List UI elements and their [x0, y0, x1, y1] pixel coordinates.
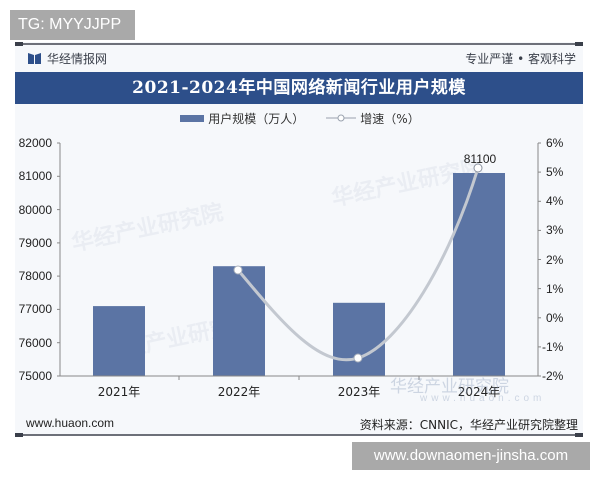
chart-title: 2021-2024年中国网络新闻行业用户规模 [15, 72, 583, 104]
bar-swatch-icon [180, 114, 205, 122]
y-right-tick: 6% [546, 136, 564, 150]
top-divider [15, 42, 583, 46]
y-left-tick: 77000 [19, 302, 53, 316]
legend: 用户规模（万人） 增速（%） [0, 109, 600, 127]
y-left-tick: 76000 [19, 336, 53, 350]
brand-name: 华经情报网 [47, 51, 108, 66]
url-badge: www.downaomen-jinsha.com [352, 442, 590, 470]
x-tick: 2024年 [458, 385, 501, 399]
corner-watermark-url: www.huaon.com [420, 393, 546, 404]
growth-point-2024 [473, 163, 483, 173]
line-marker-icon [326, 114, 357, 122]
right-axis-ticks [538, 142, 541, 377]
y-left-tick: 75000 [19, 369, 53, 383]
x-tick: 2023年 [338, 385, 381, 399]
y-right-tick: 2% [546, 253, 564, 267]
footer-source: 资料来源：CNNIC，华经产业研究院整理 [359, 418, 578, 432]
growth-point-2022 [233, 265, 243, 275]
brand-logo-icon [28, 52, 41, 64]
y-right-tick: 3% [546, 223, 564, 237]
bar-2023 [333, 302, 385, 376]
left-axis-ticks [57, 142, 60, 377]
footer-website: www.huaon.com [26, 416, 115, 430]
y-right-tick: 4% [546, 194, 564, 208]
bar-2021 [93, 306, 145, 376]
legend-item-growth: 增速（%） [326, 110, 420, 127]
bar-2024 [453, 173, 505, 376]
bar-series [93, 173, 505, 376]
y-left-tick: 81000 [19, 169, 53, 183]
y-right-tick: 0% [546, 311, 564, 325]
bar-2022 [213, 266, 265, 376]
corner-watermark: 华经产业研究院 [390, 377, 509, 397]
x-tick: 2021年 [98, 385, 141, 399]
y-right-tick: 1% [546, 282, 564, 296]
bottom-divider [15, 433, 583, 437]
legend-label-growth: 增速（%） [360, 111, 420, 126]
brand: 华经情报网 [28, 50, 107, 66]
data-label-2024: 81100 [464, 152, 497, 166]
tg-badge: TG: MYYJJPP [10, 10, 135, 40]
y-right-tick: 5% [546, 165, 564, 179]
y-right-tick: -2% [542, 369, 564, 383]
growth-point-2023 [353, 353, 363, 363]
y-left-tick: 80000 [19, 203, 53, 217]
slogan: 专业严谨 • 客观科学 [465, 52, 576, 66]
y-left-tick: 79000 [19, 236, 53, 250]
y-left-tick: 78000 [19, 269, 53, 283]
legend-label-users: 用户规模（万人） [208, 111, 305, 126]
x-tick: 2022年 [218, 385, 261, 399]
y-right-tick: -1% [542, 340, 564, 354]
legend-item-users: 用户规模（万人） [180, 110, 304, 127]
y-left-tick: 82000 [19, 136, 53, 150]
